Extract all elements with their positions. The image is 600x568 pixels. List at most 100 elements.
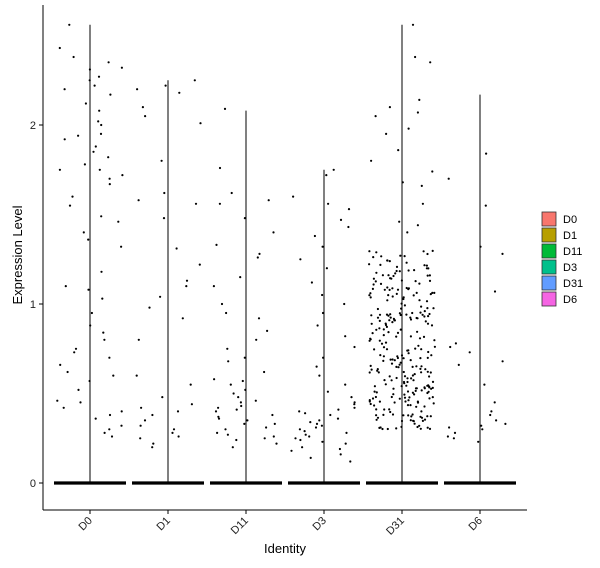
data-point: [484, 204, 487, 207]
data-point: [418, 424, 421, 427]
data-point: [185, 285, 188, 288]
data-point: [347, 225, 350, 229]
x-tick-label: D0: [77, 515, 95, 533]
data-point: [77, 134, 80, 137]
x-tick-label: D11: [229, 515, 251, 537]
data-point: [453, 431, 457, 434]
data-point: [468, 351, 471, 354]
data-point: [94, 145, 97, 148]
data-point: [388, 260, 391, 263]
data-point: [389, 316, 392, 319]
data-point: [107, 156, 110, 159]
data-point: [108, 177, 111, 180]
data-point: [137, 338, 140, 341]
data-point: [82, 231, 85, 234]
data-point: [392, 393, 395, 396]
data-point: [379, 263, 382, 266]
data-point: [225, 311, 228, 315]
data-point: [83, 163, 86, 166]
data-point: [381, 427, 384, 431]
data-point: [405, 261, 408, 264]
data-point: [159, 295, 162, 298]
data-point: [400, 419, 404, 423]
data-point: [408, 396, 411, 399]
data-point: [71, 195, 74, 198]
data-point: [489, 413, 492, 417]
data-point: [382, 413, 385, 416]
data-point: [309, 421, 312, 424]
data-point: [347, 208, 351, 211]
data-point: [425, 264, 428, 267]
data-point: [382, 334, 385, 337]
data-point: [227, 360, 230, 363]
data-point: [231, 446, 234, 449]
violin-group: [288, 168, 360, 485]
data-point: [88, 79, 91, 82]
data-point: [391, 358, 394, 361]
data-point: [420, 365, 423, 368]
data-point: [385, 325, 388, 328]
data-point: [93, 84, 96, 87]
data-point: [72, 55, 75, 59]
data-point: [160, 159, 163, 162]
data-point: [414, 389, 417, 392]
data-point: [386, 259, 389, 262]
x-axis-title: Identity: [264, 541, 306, 556]
data-point: [403, 375, 407, 378]
data-point: [379, 426, 382, 429]
data-point: [382, 346, 386, 349]
data-point: [212, 285, 215, 288]
data-point: [315, 365, 318, 368]
data-point: [418, 282, 421, 285]
data-point: [378, 400, 381, 403]
data-point: [272, 231, 275, 234]
data-point: [400, 302, 403, 305]
data-point: [382, 359, 385, 362]
data-point: [418, 337, 422, 340]
data-point: [375, 418, 378, 421]
violin-group: [132, 79, 204, 485]
data-point: [382, 328, 385, 331]
data-point: [226, 433, 229, 436]
data-point: [403, 304, 406, 307]
data-point: [409, 318, 413, 321]
data-point: [298, 428, 301, 431]
data-point: [59, 363, 62, 366]
data-point: [413, 373, 416, 376]
data-point: [56, 399, 59, 402]
data-point: [429, 293, 432, 296]
data-point: [420, 305, 423, 308]
data-point: [406, 380, 409, 384]
data-point: [368, 294, 371, 297]
data-point: [407, 352, 410, 355]
data-point: [380, 255, 383, 258]
data-point: [420, 410, 423, 413]
data-point: [321, 293, 324, 297]
data-point: [371, 287, 374, 290]
data-point: [108, 183, 111, 186]
data-point: [388, 408, 391, 411]
data-point: [396, 356, 399, 360]
data-point: [120, 410, 123, 413]
data-point: [391, 295, 394, 298]
data-point: [239, 401, 242, 404]
data-point: [139, 437, 142, 440]
data-point: [215, 243, 218, 246]
data-point: [385, 132, 388, 135]
data-point: [396, 331, 400, 334]
legend-label: D6: [563, 294, 577, 306]
data-point: [409, 335, 412, 338]
data-point: [406, 390, 410, 393]
data-point: [388, 375, 391, 378]
data-point: [378, 313, 382, 316]
data-point: [427, 267, 430, 270]
data-point: [415, 405, 418, 408]
data-point: [402, 380, 406, 384]
data-point: [396, 288, 400, 291]
data-point: [321, 245, 324, 248]
data-point: [216, 431, 219, 434]
data-point: [375, 328, 378, 331]
data-point: [226, 347, 229, 350]
data-point: [374, 280, 377, 283]
data-point: [108, 356, 111, 359]
